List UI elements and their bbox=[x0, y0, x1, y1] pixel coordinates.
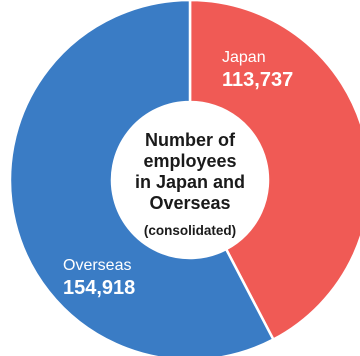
center-title-line-4: Overseas bbox=[149, 193, 230, 213]
slice-value-overseas: 154,918 bbox=[63, 277, 135, 299]
slice-value-japan: 113,737 bbox=[222, 69, 293, 91]
slice-label-overseas: Overseas bbox=[63, 257, 131, 274]
slice-overseas bbox=[8, 0, 276, 356]
donut-slices bbox=[8, 0, 360, 356]
center-title-line-2: employees bbox=[143, 151, 236, 171]
center-title-line-3: in Japan and bbox=[135, 172, 245, 192]
slice-label-japan: Japan bbox=[222, 49, 266, 66]
center-subtitle: (consolidated) bbox=[144, 223, 236, 238]
center-title-line-1: Number of bbox=[145, 130, 236, 150]
slice-japan bbox=[188, 0, 360, 342]
